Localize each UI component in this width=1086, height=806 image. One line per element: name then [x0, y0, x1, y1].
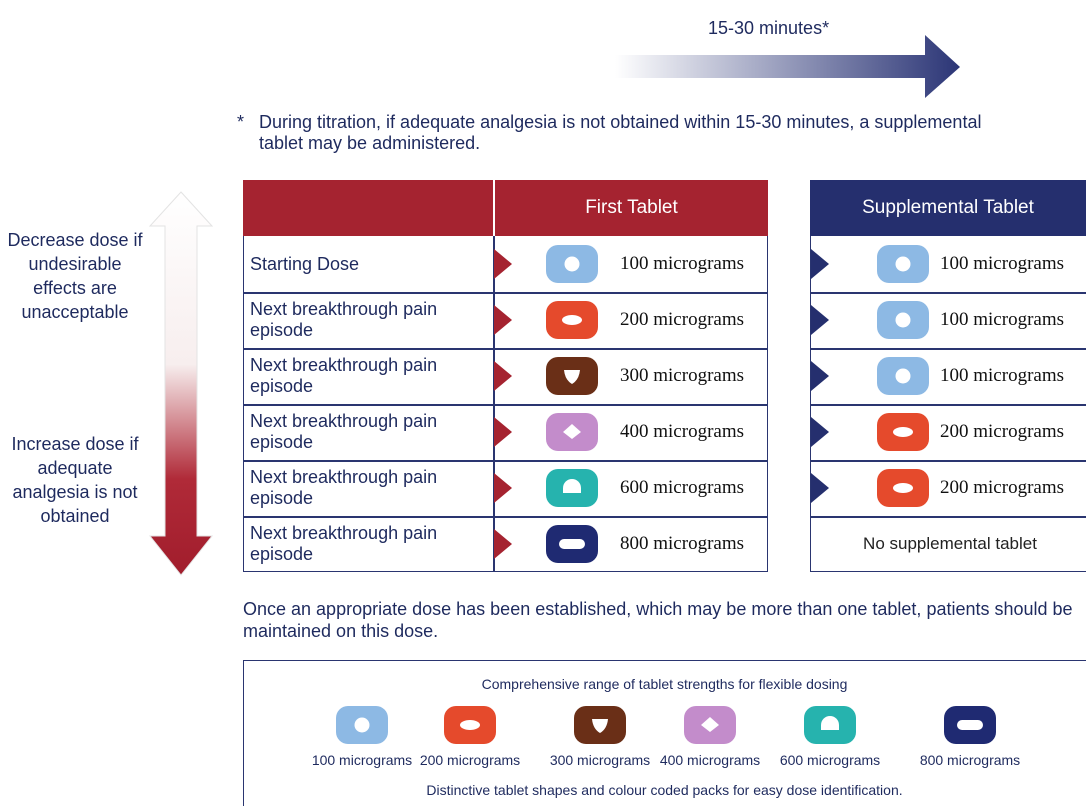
tablet-icon — [546, 357, 598, 395]
row-divider — [243, 460, 768, 462]
tablet-strength: 200 micrograms — [419, 752, 521, 768]
tablet-icon — [877, 357, 929, 395]
row-pointer — [811, 417, 829, 447]
row-divider — [243, 516, 768, 518]
cell-divider — [493, 348, 495, 404]
tablet-icon — [546, 413, 598, 451]
row-pointer — [494, 417, 512, 447]
range-box — [243, 660, 1086, 806]
first-dose: 600 micrograms — [620, 477, 745, 498]
increase-note: Increase dose if adequate analgesia is n… — [11, 434, 139, 526]
tablet-icon — [444, 706, 496, 744]
tablet-icon — [877, 301, 929, 339]
row-divider — [243, 292, 768, 294]
step-label: Next breakthrough pain episode — [250, 355, 438, 396]
tablet-icon — [877, 245, 929, 283]
first-dose: 300 micrograms — [620, 365, 745, 386]
supplemental-dose: 200 micrograms — [940, 477, 1065, 498]
first-dose: 200 micrograms — [620, 309, 745, 330]
tablet-icon — [546, 525, 598, 563]
tablet-strength: 300 micrograms — [549, 752, 651, 768]
range-footer: Distinctive tablet shapes and colour cod… — [426, 782, 903, 798]
step-label: Starting Dose — [250, 253, 360, 274]
row-pointer — [494, 473, 512, 503]
tablet-icon — [546, 245, 598, 283]
tablet-icon — [684, 706, 736, 744]
row-divider — [810, 460, 1086, 462]
range-title: Comprehensive range of tablet strengths … — [481, 676, 848, 692]
timing-arrow — [615, 35, 960, 98]
first-dose: 800 micrograms — [620, 533, 745, 554]
tablet-icon — [546, 301, 598, 339]
step-label: Next breakthrough pain episode — [250, 467, 438, 508]
row-pointer — [494, 529, 512, 559]
row-pointer — [811, 249, 829, 279]
header-blank — [243, 180, 493, 236]
cell-divider — [493, 516, 495, 572]
supplemental-dose: 100 micrograms — [940, 309, 1065, 330]
timing-label: 15-30 minutes* — [708, 18, 830, 38]
step-label: Next breakthrough pain episode — [250, 523, 438, 564]
supplemental-dose: 200 micrograms — [940, 421, 1065, 442]
row-divider — [243, 404, 768, 406]
maintenance-note: Once an appropriate dose has been establ… — [243, 599, 1073, 641]
tablet-icon — [546, 469, 598, 507]
step-label: Next breakthrough pain episode — [250, 411, 438, 452]
supplemental-header: Supplemental Tablet — [810, 180, 1086, 236]
tablet-strength: 800 micrograms — [919, 752, 1021, 768]
tablet-icon — [877, 413, 929, 451]
tablet-icon — [877, 469, 929, 507]
supplemental-dose: No supplemental tablet — [863, 534, 1037, 553]
first-dose: 100 micrograms — [620, 253, 745, 274]
row-pointer — [811, 473, 829, 503]
row-pointer — [494, 361, 512, 391]
row-divider — [810, 516, 1086, 518]
row-pointer — [494, 249, 512, 279]
row-pointer — [811, 305, 829, 335]
row-divider — [810, 292, 1086, 294]
cell-divider — [493, 404, 495, 460]
footnote-text: During titration, if adequate analgesia … — [259, 112, 982, 153]
decrease-note: Decrease dose if undesirable effects are… — [7, 230, 143, 322]
supplemental-dose: 100 micrograms — [940, 365, 1065, 386]
footnote-marker: * — [237, 112, 245, 132]
tablet-icon — [944, 706, 996, 744]
tablet-icon — [336, 706, 388, 744]
row-divider — [243, 348, 768, 350]
tablet-icon — [574, 706, 626, 744]
tablet-strength: 100 micrograms — [311, 752, 413, 768]
step-label: Next breakthrough pain episode — [250, 299, 438, 340]
cell-divider — [493, 460, 495, 516]
row-pointer — [494, 305, 512, 335]
dose-arrow — [148, 191, 214, 576]
first-header: First Tablet — [495, 180, 768, 236]
row-pointer — [811, 361, 829, 391]
tablet-strength: 400 micrograms — [659, 752, 761, 768]
supplemental-dose: 100 micrograms — [940, 253, 1065, 274]
tablet-icon — [804, 706, 856, 744]
first-dose: 400 micrograms — [620, 421, 745, 442]
row-divider — [810, 404, 1086, 406]
row-divider — [810, 348, 1086, 350]
cell-divider — [493, 236, 495, 292]
tablet-strength: 600 micrograms — [779, 752, 881, 768]
cell-divider — [493, 292, 495, 348]
